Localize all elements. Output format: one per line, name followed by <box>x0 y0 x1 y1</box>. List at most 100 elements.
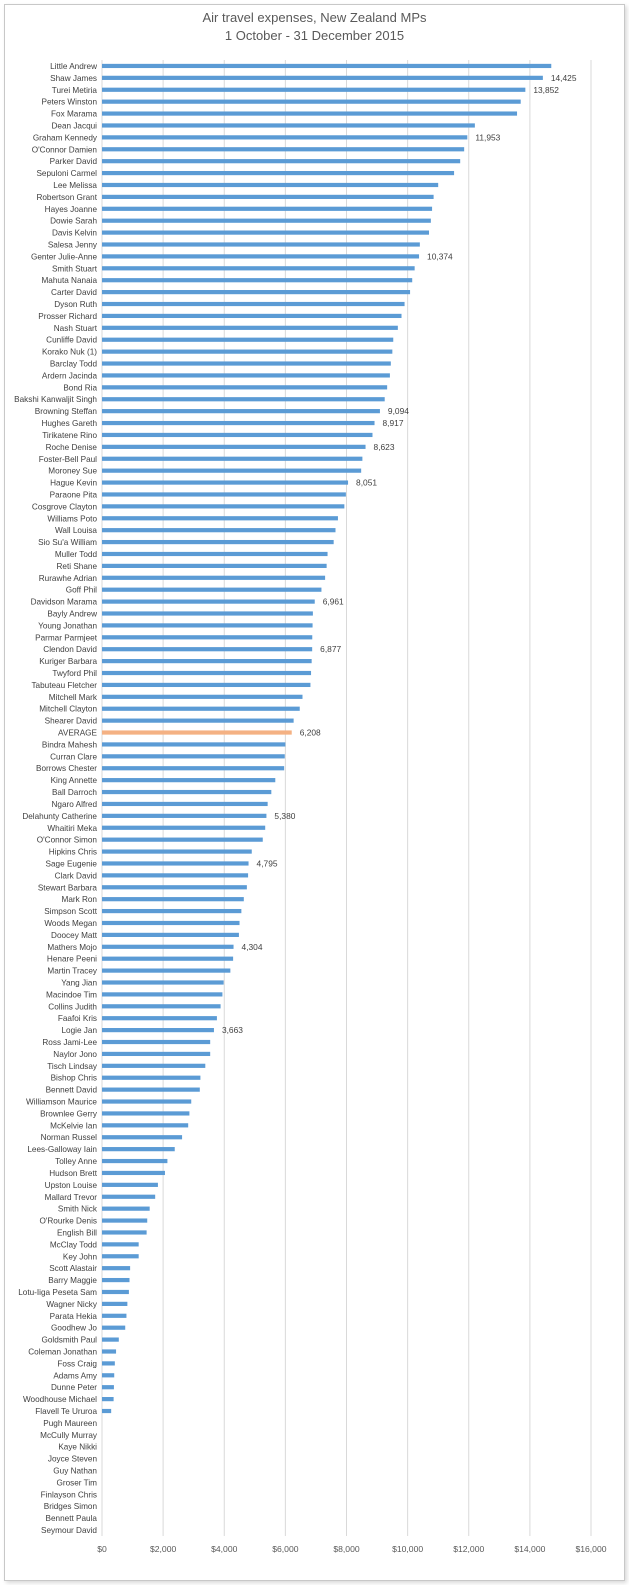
chart-subtitle: 1 October - 31 December 2015 <box>224 28 405 43</box>
bar <box>102 992 223 997</box>
bar <box>102 849 252 854</box>
bar <box>102 1313 127 1318</box>
bar <box>102 778 276 783</box>
bar <box>102 861 249 866</box>
bar <box>102 325 398 330</box>
category-label: Groser Tim <box>57 1478 98 1487</box>
bar <box>102 1051 211 1057</box>
data-label: 5,380 <box>274 811 295 821</box>
category-label: Muller Todd <box>55 550 98 559</box>
category-label: Hayes Joanne <box>45 205 98 214</box>
category-label: Little Andrew <box>50 62 97 71</box>
bar <box>102 670 312 676</box>
bar <box>102 111 518 116</box>
bar <box>102 528 336 533</box>
bar <box>102 266 415 271</box>
category-label: Dean Jacqui <box>51 121 97 130</box>
category-label: King Annette <box>51 776 98 785</box>
category-label: Turei Metiria <box>52 86 98 95</box>
category-label: Collins Judith <box>48 1002 97 1011</box>
bar <box>102 1063 206 1068</box>
data-label: 8,623 <box>374 442 395 452</box>
category-label: Guy Nathan <box>53 1467 97 1476</box>
category-label: Martin Tracey <box>47 967 97 976</box>
category-label: Clendon David <box>43 645 97 654</box>
category-label: Seymour David <box>41 1526 97 1535</box>
bar <box>102 1206 150 1211</box>
bar <box>102 563 327 568</box>
data-label: 3,663 <box>222 1025 243 1035</box>
category-label: Bayly Andrew <box>47 610 97 619</box>
category-label: Tisch Lindsay <box>47 1062 98 1071</box>
category-label: Williamson Maurice <box>26 1098 97 1107</box>
bar <box>102 575 326 580</box>
category-label: Scott Alastair <box>49 1264 97 1273</box>
category-label: Norman Russel <box>41 1133 98 1142</box>
bar <box>102 218 431 223</box>
bar <box>102 480 349 485</box>
data-label: 8,051 <box>356 478 377 488</box>
chart-title: Air travel expenses, New Zealand MPs <box>202 10 427 25</box>
category-label: Salesa Jenny <box>48 241 98 250</box>
x-tick-label: $16,000 <box>575 1544 606 1554</box>
category-label: Yang Jian <box>61 979 97 988</box>
category-label: Sepuloni Carmel <box>36 169 97 178</box>
bar <box>102 694 303 699</box>
average-bar <box>102 730 292 735</box>
bar <box>102 349 393 354</box>
category-label: Stewart Barbara <box>38 883 98 892</box>
bar <box>102 944 234 949</box>
data-label: 11,953 <box>475 132 500 142</box>
category-label: Ball Darroch <box>52 788 97 797</box>
category-label: Tolley Anne <box>55 1157 97 1166</box>
category-label: Goldsmith Paul <box>41 1336 97 1345</box>
bar <box>102 75 543 80</box>
bar <box>102 659 312 664</box>
category-label: Bond Ria <box>63 383 97 392</box>
bar <box>102 873 249 878</box>
bar <box>102 87 526 92</box>
bar <box>102 420 375 426</box>
bar <box>102 1182 158 1187</box>
category-label: Robertson Grant <box>36 193 97 202</box>
bar <box>102 290 411 295</box>
category-label: Bennett Paula <box>46 1514 98 1523</box>
category-label: Faafoi Kris <box>58 1014 97 1023</box>
x-tick-label: $14,000 <box>514 1544 545 1554</box>
data-label: 8,917 <box>383 418 404 428</box>
bar <box>102 706 300 711</box>
category-label: Bindra Mahesh <box>42 740 98 749</box>
bar <box>102 1004 221 1009</box>
x-tick-label: $8,000 <box>333 1544 360 1554</box>
bar <box>102 1277 130 1283</box>
category-label: Simpson Scott <box>44 907 98 916</box>
category-label: Delahunty Catherine <box>22 812 97 821</box>
bar <box>102 551 328 557</box>
category-label: McKelvie Ian <box>50 1121 97 1130</box>
bar <box>102 742 286 747</box>
bar <box>102 516 338 521</box>
x-tick-label: $12,000 <box>453 1544 484 1554</box>
bar <box>102 206 433 211</box>
category-label: Kuriger Barbara <box>39 657 97 666</box>
bar <box>102 635 313 640</box>
category-label: Woods Megan <box>44 919 97 928</box>
bar <box>102 825 266 830</box>
bar <box>102 337 394 342</box>
bar <box>102 1087 200 1092</box>
x-tick-label: $6,000 <box>272 1544 299 1554</box>
bar <box>102 1301 128 1306</box>
category-label: Ngaro Alfred <box>51 800 97 809</box>
category-label: Reti Shane <box>56 562 97 571</box>
category-label: Dowie Sarah <box>50 217 97 226</box>
bar <box>102 1385 114 1390</box>
data-label: 4,795 <box>257 858 278 868</box>
category-label: Foster-Bell Paul <box>39 455 97 464</box>
bar <box>102 432 373 438</box>
category-label: Mathers Mojo <box>47 943 97 952</box>
bar <box>102 1194 156 1199</box>
category-label: Cosgrove Clayton <box>32 502 98 511</box>
bar <box>102 63 552 69</box>
category-label: Henare Peeni <box>47 955 97 964</box>
category-label: Williams Poto <box>47 514 97 523</box>
